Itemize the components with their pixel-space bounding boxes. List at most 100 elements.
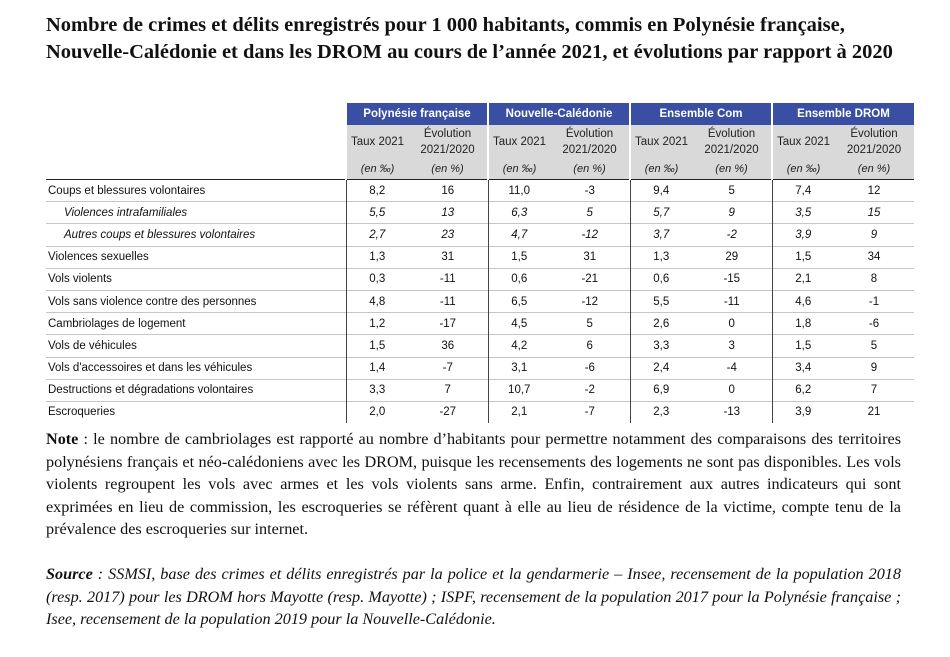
group-header: Ensemble Com (629, 103, 772, 125)
note-label: Note (46, 430, 79, 448)
evolution-cell: 9 (834, 356, 914, 380)
row-label: Vols d'accessoires et dans les véhicules (46, 356, 346, 380)
taux-cell: 3,3 (629, 334, 692, 357)
evolution-cell: -15 (692, 267, 772, 291)
evolution-cell: -4 (692, 356, 772, 380)
taux-cell: 3,5 (771, 201, 834, 224)
taux-cell: 1,4 (345, 356, 408, 380)
evolution-cell: -7 (550, 400, 630, 424)
taux-cell: 6,2 (771, 378, 834, 402)
row-label: Destructions et dégradations volontaires (46, 378, 346, 402)
table-row: Vols sans violence contre des personnes 4… (46, 289, 914, 313)
evolution-header-line2: 2021/2020 (420, 144, 475, 156)
evolution-header-line1: Évolution (565, 128, 614, 140)
source-text: : SSMSI, base des crimes et délits enreg… (46, 565, 901, 628)
taux-header: Taux 2021 (629, 125, 692, 159)
evolution-cell: 9 (692, 201, 772, 224)
taux-cell: 5,5 (629, 289, 692, 313)
taux-cell: 1,3 (629, 245, 692, 269)
taux-cell: 4,7 (487, 223, 550, 247)
taux-cell: 2,1 (487, 400, 550, 424)
row-label: Violences sexuelles (46, 245, 346, 269)
evolution-cell: -3 (584, 184, 595, 197)
row-label: Vols de véhicules (46, 334, 346, 357)
evolution-cell: -12 (550, 289, 630, 313)
row-label: Violences intrafamiliales (46, 201, 346, 224)
taux-header: Taux 2021 (487, 125, 550, 159)
taux-cell: 10,7 (487, 378, 550, 402)
taux-cell: 3,9 (771, 223, 834, 247)
taux-cell: 2,7 (345, 223, 408, 247)
taux-cell: 1,2 (345, 312, 408, 335)
table-row: Cambriolages de logement 1,2 -17 4,5 5 2,6 0 1,… (46, 312, 914, 335)
taux-unit: (en ‰) (771, 159, 834, 180)
group-header: Polynésie française (345, 103, 488, 125)
evolution-cell: -13 (692, 400, 772, 424)
evolution-cell: 6 (550, 334, 630, 357)
row-label: Cambriolages de logement (46, 312, 346, 335)
evolution-unit: (en %) (834, 159, 914, 180)
taux-cell: 0,3 (345, 267, 408, 291)
taux-cell: 6,5 (487, 289, 550, 313)
evolution-header-line1: Évolution (707, 128, 756, 140)
evolution-header: Évolution 2021/2020 (408, 125, 488, 159)
taux-cell: 0,6 (487, 267, 550, 291)
header-blank (46, 103, 346, 125)
taux-cell: 6,3 (487, 201, 550, 224)
evolution-cell: -11 (692, 289, 772, 313)
taux-cell: 11,0 (487, 179, 550, 202)
evolution-cell: 5 (550, 201, 630, 224)
taux-cell: 0,6 (629, 267, 692, 291)
evolution-cell: 21 (834, 400, 914, 424)
evolution-cell: 7 (834, 378, 914, 402)
evolution-cell: 7 (408, 378, 488, 402)
group-header: Ensemble DROM (771, 103, 914, 125)
evolution-cell: 5 (728, 184, 735, 197)
note-paragraph: Note : le nombre de cambriolages est rap… (46, 428, 901, 541)
taux-unit: (en ‰) (487, 159, 550, 180)
taux-cell: 3,7 (629, 223, 692, 247)
evolution-header-line1: Évolution (423, 128, 472, 140)
evolution-cell: -2 (692, 223, 772, 247)
evolution-cell: -17 (408, 312, 488, 335)
evolution-cell: 36 (408, 334, 488, 357)
evolution-unit: (en %) (550, 159, 630, 180)
evolution-header: Évolution 2021/2020 (692, 125, 772, 159)
evolution-header: Évolution 2021/2020 (550, 125, 630, 159)
taux-cell: 6,9 (629, 378, 692, 402)
note-text: : le nombre de cambriolages est rapporté… (46, 430, 901, 538)
evolution-cell: 34 (834, 245, 914, 269)
header-blank (46, 125, 346, 159)
evolution-header-line2: 2021/2020 (846, 144, 902, 156)
evolution-cell: 16 (441, 184, 455, 197)
table-row: Vols d'accessoires et dans les véhicules… (46, 356, 914, 380)
taux-cell: 3,4 (771, 356, 834, 380)
taux-cell: 2,0 (345, 400, 408, 424)
row-label: Coups et blessures volontaires (48, 184, 206, 197)
header-blank (46, 159, 346, 180)
taux-header: Taux 2021 (771, 125, 834, 159)
taux-cell: 2,3 (629, 400, 692, 424)
statistics-table: Polynésie française Nouvelle-Calédonie E… (46, 103, 914, 424)
taux-cell: 1,8 (771, 312, 834, 335)
taux-header: Taux 2021 (345, 125, 408, 159)
taux-cell: 8,2 (345, 179, 408, 202)
row-label: Vols sans violence contre des personnes (46, 289, 346, 313)
evolution-cell: 23 (408, 223, 488, 247)
evolution-header-line2: 2021/2020 (704, 144, 759, 156)
table-row: Escroqueries 2,0 -27 2,1 -7 2,3 -13 3,9 21 (46, 400, 914, 424)
taux-cell: 4,8 (345, 289, 408, 313)
row-label: Escroqueries (46, 400, 346, 424)
table-row: Coups et blessures volontaires 8,2 16 11,0 -… (46, 179, 914, 202)
row-label: Autres coups et blessures volontaires (46, 223, 346, 247)
evolution-cell: -11 (408, 267, 488, 291)
evolution-cell: 0 (692, 378, 772, 402)
evolution-cell: 31 (550, 245, 630, 269)
evolution-header: Évolution 2021/2020 (834, 125, 914, 159)
evolution-cell: 3 (692, 334, 772, 357)
evolution-cell: 9 (834, 223, 914, 247)
evolution-header-line1: Évolution (850, 128, 898, 140)
taux-cell: 4,2 (487, 334, 550, 357)
taux-cell: 1,5 (771, 334, 834, 357)
taux-cell: 2,1 (771, 267, 834, 291)
